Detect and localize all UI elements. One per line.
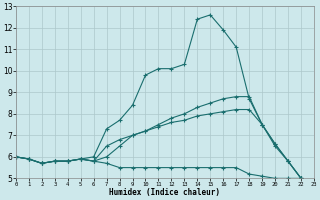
X-axis label: Humidex (Indice chaleur): Humidex (Indice chaleur) [109, 188, 220, 197]
